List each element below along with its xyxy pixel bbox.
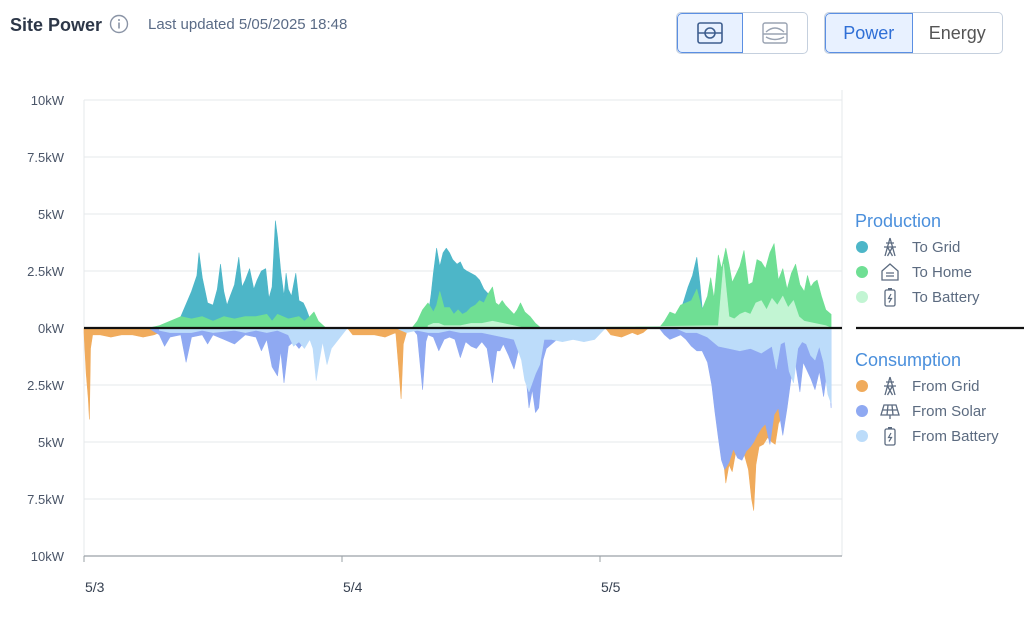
to-home-label: To Home [912,263,973,281]
mode-toggle-group: Power Energy [824,12,1003,54]
combined-flow-icon [697,22,723,44]
legend-item-to-grid[interactable]: To Grid [856,237,960,257]
house-icon [881,263,899,281]
legend-item-from-solar[interactable]: From Solar [856,401,986,421]
info-icon[interactable] [109,14,129,34]
from-grid-label: From Grid [912,377,980,395]
legend-item-to-battery[interactable]: To Battery [856,287,980,307]
x-tick-label: 5/5 [601,579,621,595]
y-tick-label: 10kW [31,93,65,108]
to-grid-swatch [856,241,868,253]
consumption-legend-title: Consumption [855,350,962,370]
battery-icon [884,288,896,307]
y-tick-label: 2.5kW [27,378,65,393]
transmission-tower-icon [884,376,896,396]
solar-panel-icon [880,404,900,419]
x-tick-label: 5/4 [343,579,363,595]
from-grid-area [83,327,789,511]
y-tick-label: 0kW [38,321,65,336]
battery-icon [884,427,896,446]
legend-item-from-grid[interactable]: From Grid [856,376,980,396]
y-tick-label: 7.5kW [27,150,65,165]
page-title: Site Power [10,15,103,35]
to-home-swatch [856,266,868,278]
from-battery-area [159,327,832,404]
power-mode-button[interactable]: Power [825,13,913,53]
from-solar-swatch [856,405,868,417]
energy-mode-button[interactable]: Energy [928,22,986,43]
split-flow-icon [762,22,788,44]
legend-item-to-home[interactable]: To Home [856,262,972,282]
split-view-button[interactable] [743,13,807,53]
from-battery-label: From Battery [912,427,999,445]
transmission-tower-icon [884,237,896,257]
y-tick-label: 2.5kW [27,264,65,279]
from-grid-swatch [856,380,868,392]
from-battery-swatch [856,430,868,442]
view-toggle-group [676,12,808,54]
y-tick-label: 7.5kW [27,492,65,507]
x-tick-label: 5/3 [85,579,105,595]
from-solar-label: From Solar [912,402,987,420]
legend-item-from-battery[interactable]: From Battery [856,426,999,446]
to-grid-label: To Grid [912,238,961,256]
to-battery-area [427,263,832,329]
production-legend-title: Production [855,211,942,231]
to-battery-swatch [856,291,868,303]
combined-view-button[interactable] [677,13,743,53]
y-tick-label: 5kW [38,435,65,450]
from-solar-area [148,327,832,470]
last-updated-text: Last updated 5/05/2025 18:48 [148,16,348,33]
y-tick-label: 10kW [31,549,65,564]
y-tick-label: 5kW [38,207,65,222]
to-battery-label: To Battery [912,288,980,306]
